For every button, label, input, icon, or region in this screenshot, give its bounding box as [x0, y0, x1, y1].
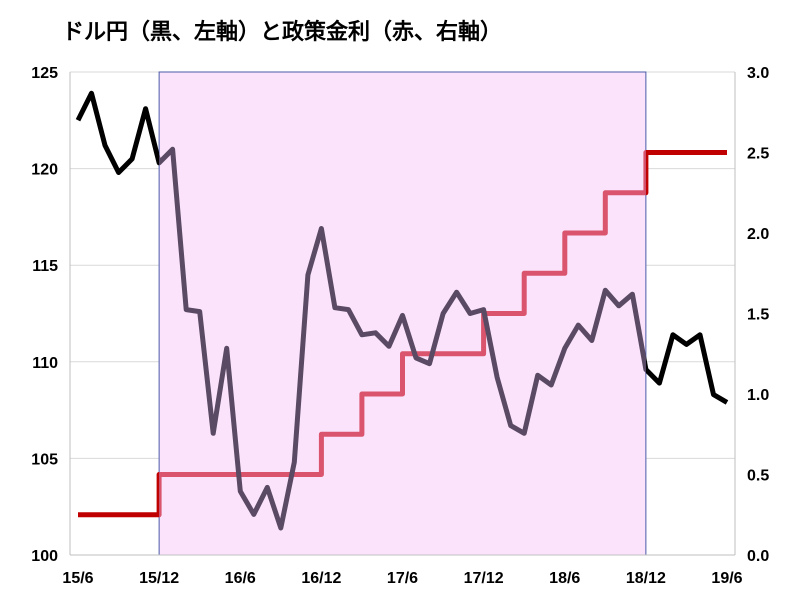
left-axis-tick-label: 115	[32, 258, 58, 275]
left-axis-tick-label: 125	[31, 65, 58, 82]
x-axis-tick-label: 16/6	[225, 570, 256, 587]
left-axis-tick-label: 120	[31, 162, 58, 179]
x-axis-tick-label: 16/12	[301, 570, 341, 587]
right-axis-tick-label: 1.5	[747, 307, 769, 324]
left-axis-tick-label: 110	[32, 355, 58, 372]
policy-rate-line-highlighted	[159, 150, 646, 518]
x-axis-tick-label: 19/6	[711, 570, 742, 587]
x-axis-tick-label: 18/6	[549, 570, 580, 587]
x-axis-tick-label: 15/12	[139, 570, 179, 587]
x-axis-tick-label: 15/6	[62, 570, 93, 587]
right-axis-tick-label: 3.0	[747, 65, 769, 82]
right-axis-tick-label: 2.5	[747, 146, 769, 163]
right-axis-tick-label: 0.0	[747, 548, 769, 565]
right-axis-tick-label: 2.0	[747, 226, 769, 243]
left-axis-tick-label: 105	[31, 451, 58, 468]
left-axis-tick-label: 100	[31, 548, 58, 565]
x-axis-tick-label: 17/12	[464, 570, 504, 587]
x-axis-tick-label: 18/12	[626, 570, 666, 587]
x-axis-tick-label: 17/6	[387, 570, 418, 587]
right-axis-tick-label: 1.0	[747, 387, 769, 404]
usdjpy-line-highlighted	[159, 146, 646, 531]
chart-title: ドル円（黒、左軸）と政策金利（赤、右軸）	[62, 20, 503, 45]
right-axis-tick-label: 0.5	[747, 468, 769, 485]
